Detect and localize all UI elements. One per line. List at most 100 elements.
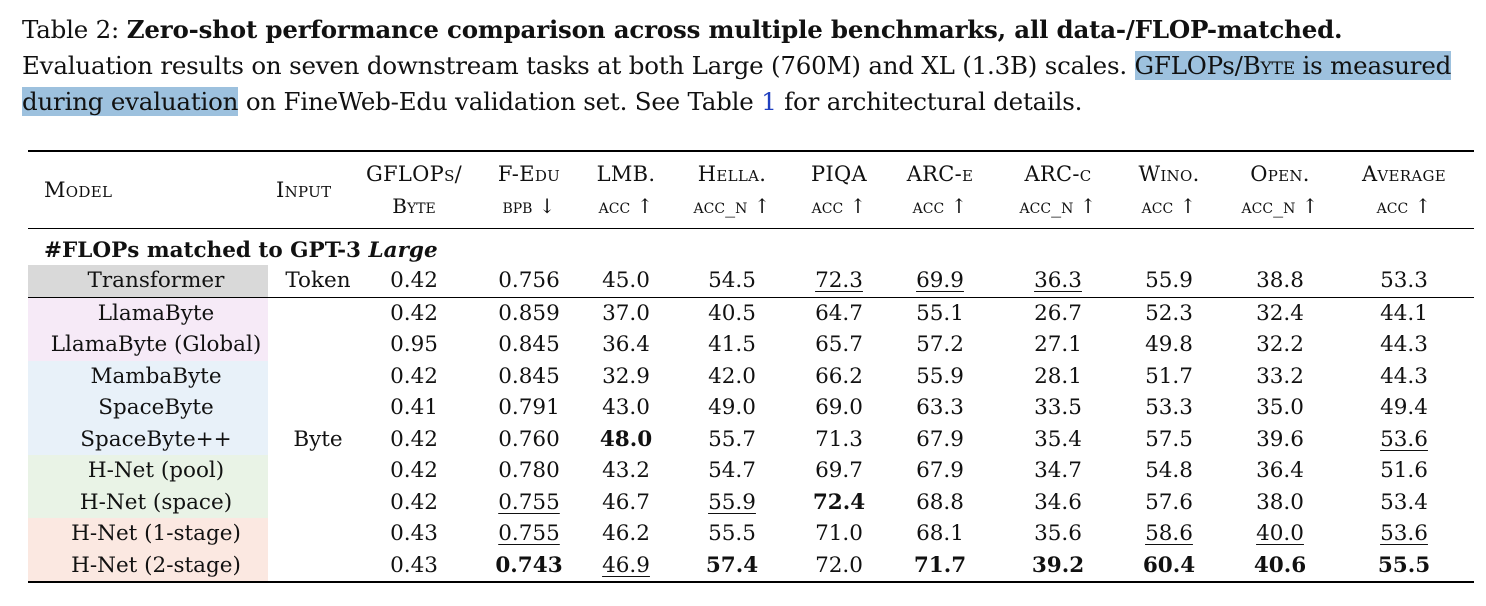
cell-value: 66.2 bbox=[815, 363, 863, 389]
table-cell: 57.2 bbox=[876, 329, 1004, 361]
table-cell: 71.7 bbox=[876, 549, 1004, 583]
table-cell: 53.6 bbox=[1334, 424, 1474, 456]
cell-value: 69.7 bbox=[815, 458, 863, 484]
cell-value: 60.4 bbox=[1142, 552, 1196, 578]
model-column-header: Model bbox=[28, 174, 268, 213]
cell-value: 0.760 bbox=[498, 426, 560, 452]
column-header: ARC-e bbox=[876, 150, 1004, 190]
table-cell: 26.7 bbox=[1004, 297, 1112, 329]
table-cell: 0.42 bbox=[360, 487, 468, 519]
cell-value: 54.8 bbox=[1145, 458, 1193, 484]
model-name-cell: H-Net (space) bbox=[28, 486, 268, 518]
cell-value: 65.7 bbox=[815, 332, 863, 358]
cell-value: 49.0 bbox=[708, 395, 756, 421]
cell-value: 36.3 bbox=[1034, 268, 1082, 294]
table-cell: 40.0 bbox=[1226, 518, 1334, 550]
table-reference-link[interactable]: 1 bbox=[761, 87, 777, 116]
table-cell: 49.4 bbox=[1334, 392, 1474, 424]
column-header: Average bbox=[1334, 150, 1474, 190]
table-cell: 40.5 bbox=[662, 297, 802, 329]
table-body: #FLOPs matched to GPT-3 Large Transforme… bbox=[28, 229, 1474, 583]
cell-value: 0.743 bbox=[495, 552, 563, 578]
table-cell: 0.43 bbox=[360, 518, 468, 550]
cell-value: 0.755 bbox=[498, 521, 560, 547]
cell-value: 68.8 bbox=[916, 489, 964, 515]
table-row: H-Net (2-stage) 0.43 0.743 46.9 57.4 72.0 71.7… bbox=[28, 549, 1474, 583]
table-cell: 57.6 bbox=[1112, 487, 1226, 519]
column-subheader: Byte bbox=[360, 190, 468, 229]
cell-value: 42.0 bbox=[708, 363, 756, 389]
cell-value: 55.9 bbox=[1145, 268, 1193, 294]
table-cell: 49.0 bbox=[662, 392, 802, 424]
table-cell: 65.7 bbox=[802, 329, 876, 361]
cell-value: 46.7 bbox=[602, 489, 650, 515]
table-cell: 69.0 bbox=[802, 392, 876, 424]
cell-value: 68.1 bbox=[916, 521, 964, 547]
cell-value: 53.3 bbox=[1145, 395, 1193, 421]
table-cell: 0.43 bbox=[360, 549, 468, 583]
table-cell: 39.2 bbox=[1004, 549, 1112, 583]
table-cell: 0.42 bbox=[360, 361, 468, 393]
cell-value: 34.6 bbox=[1034, 489, 1082, 515]
cell-value: 55.1 bbox=[916, 300, 964, 326]
table-cell: 55.9 bbox=[1112, 265, 1226, 298]
table-cell: 57.4 bbox=[662, 549, 802, 583]
table-cell: 49.8 bbox=[1112, 329, 1226, 361]
table-cell: 0.42 bbox=[360, 424, 468, 456]
cell-value: 38.8 bbox=[1256, 268, 1304, 294]
cell-value: 58.6 bbox=[1145, 521, 1193, 547]
cell-value: 55.9 bbox=[708, 489, 756, 515]
cell-value: 55.9 bbox=[916, 363, 964, 389]
table-row: LlamaByte (Global) 0.95 0.845 36.4 41.5 65.7 5… bbox=[28, 329, 1474, 361]
cell-value: 39.2 bbox=[1031, 552, 1085, 578]
cell-value: 54.5 bbox=[708, 268, 756, 294]
cell-value: 71.0 bbox=[815, 521, 863, 547]
section-scale: Large bbox=[368, 237, 438, 263]
table-cell: 71.3 bbox=[802, 424, 876, 456]
table-cell: 0.845 bbox=[468, 329, 590, 361]
table-cell: 0.755 bbox=[468, 518, 590, 550]
column-subheader: acc_n ↑ bbox=[1004, 190, 1112, 229]
table-cell: 55.5 bbox=[1334, 549, 1474, 583]
table-cell: 42.0 bbox=[662, 361, 802, 393]
cell-value: 46.9 bbox=[602, 552, 650, 578]
cell-value: 39.6 bbox=[1256, 426, 1304, 452]
cell-value: 33.5 bbox=[1034, 395, 1082, 421]
column-subheader: bpb ↓ bbox=[468, 190, 590, 229]
table-cell: 45.0 bbox=[590, 265, 662, 298]
cell-value: 44.3 bbox=[1380, 332, 1428, 358]
table-cell: 69.7 bbox=[802, 455, 876, 487]
cell-value: 32.2 bbox=[1256, 332, 1304, 358]
table-cell: 72.4 bbox=[802, 487, 876, 519]
table-cell: 37.0 bbox=[590, 297, 662, 329]
cell-value: 26.7 bbox=[1034, 300, 1082, 326]
column-header: F-Edu bbox=[468, 150, 590, 190]
table-cell: 55.5 bbox=[662, 518, 802, 550]
table-cell: 55.9 bbox=[662, 487, 802, 519]
cell-value: 63.3 bbox=[916, 395, 964, 421]
model-name-cell: LlamaByte bbox=[28, 297, 268, 329]
cell-value: 69.0 bbox=[815, 395, 863, 421]
table-cell: 0.42 bbox=[360, 297, 468, 329]
table-cell: 68.1 bbox=[876, 518, 1004, 550]
table-cell: 53.6 bbox=[1334, 518, 1474, 550]
cell-value: 0.42 bbox=[390, 426, 438, 452]
cell-value: 67.9 bbox=[916, 458, 964, 484]
column-subheader: acc_n ↑ bbox=[662, 190, 802, 229]
cell-value: 55.5 bbox=[708, 521, 756, 547]
cell-value: 43.0 bbox=[602, 395, 650, 421]
table-cell: 32.4 bbox=[1226, 297, 1334, 329]
table-cell: 0.760 bbox=[468, 424, 590, 456]
table-cell: 32.2 bbox=[1226, 329, 1334, 361]
column-header: PIQA bbox=[802, 150, 876, 190]
table-cell: 34.6 bbox=[1004, 487, 1112, 519]
cell-value: 0.845 bbox=[498, 363, 560, 389]
table-cell: 72.3 bbox=[802, 265, 876, 298]
model-name-cell: SpaceByte++ bbox=[28, 423, 268, 455]
table-cell: 35.6 bbox=[1004, 518, 1112, 550]
model-name-cell: H-Net (pool) bbox=[28, 455, 268, 487]
section-title: #FLOPs matched to GPT-3 bbox=[44, 237, 362, 263]
caption-title: Zero-shot performance comparison across … bbox=[126, 15, 1343, 44]
cell-value: 53.6 bbox=[1380, 426, 1428, 452]
results-table: GFLOPs/ F-Edu LMB. Hella. PIQA ARC-e ARC… bbox=[28, 150, 1474, 583]
